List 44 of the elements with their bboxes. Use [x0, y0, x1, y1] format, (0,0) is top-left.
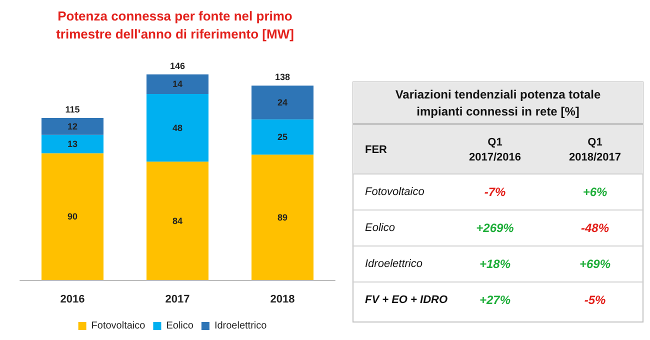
data-label: 90	[67, 212, 78, 222]
bar	[146, 94, 208, 162]
data-label: 12	[67, 121, 78, 132]
legend-label: Fotovoltaico	[91, 320, 146, 332]
data-label: -5%	[584, 293, 606, 307]
x-tick-label: 2018	[270, 294, 295, 306]
bar	[146, 162, 208, 280]
legend-label: Eolico	[166, 320, 194, 332]
x-tick-label: 2016	[60, 294, 85, 306]
text: Q1 2018/2017	[569, 136, 621, 164]
bar	[252, 154, 314, 280]
data-label: 13	[67, 139, 78, 150]
data-label: 14	[172, 79, 183, 90]
total-label: 115	[65, 104, 80, 115]
total-label: 146	[170, 60, 186, 71]
data-label: 84	[172, 216, 183, 226]
data-label: +18%	[479, 257, 511, 271]
text: FER	[365, 144, 388, 156]
bar	[146, 74, 208, 94]
bar	[252, 86, 314, 120]
bar	[42, 118, 104, 135]
data-label: 89	[277, 212, 288, 222]
bar	[42, 153, 104, 280]
data-label: 25	[277, 132, 288, 142]
data-label: +269%	[476, 221, 514, 235]
chart-title: Potenza connessa per fonte nel primo trimestre dell'anno di riferimento [MW]	[56, 8, 294, 42]
x-tick-label: 2017	[165, 294, 190, 306]
bar	[42, 134, 104, 154]
category-label: FV + EO + IDRO	[365, 294, 448, 306]
data-label: -7%	[484, 185, 506, 199]
text: Variazioni tendenziali potenza totale impianti connessi in rete [%]	[395, 88, 602, 118]
data-label: -48%	[580, 221, 610, 235]
series-label: Q1 2017/2016	[469, 136, 521, 164]
data-label: 24	[277, 98, 288, 108]
category-label: Idroelettrico	[365, 258, 422, 270]
category-label: Fotovoltaico	[365, 186, 424, 198]
total-label: 138	[274, 72, 290, 82]
data-label: 48	[172, 122, 183, 133]
bar	[252, 119, 314, 155]
data-label: +6%	[582, 185, 608, 199]
legend-label: Idroelettrico	[214, 320, 268, 332]
data-label: +27%	[479, 293, 511, 307]
data-label: +69%	[579, 257, 611, 271]
category-label: Eolico	[365, 222, 395, 234]
